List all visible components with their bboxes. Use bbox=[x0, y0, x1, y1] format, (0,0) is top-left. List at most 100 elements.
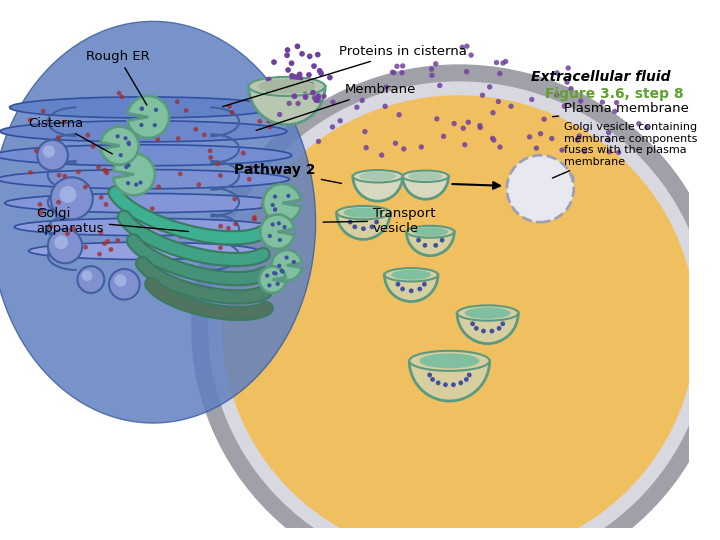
Wedge shape bbox=[271, 250, 302, 280]
Circle shape bbox=[459, 381, 463, 385]
Ellipse shape bbox=[206, 79, 712, 540]
Circle shape bbox=[266, 215, 271, 219]
Circle shape bbox=[464, 44, 469, 49]
Ellipse shape bbox=[545, 171, 574, 188]
Circle shape bbox=[281, 269, 285, 274]
Circle shape bbox=[451, 382, 456, 387]
Circle shape bbox=[179, 234, 183, 239]
Circle shape bbox=[176, 136, 181, 141]
Circle shape bbox=[279, 80, 284, 86]
Circle shape bbox=[258, 119, 262, 124]
Circle shape bbox=[409, 288, 413, 293]
Ellipse shape bbox=[29, 242, 258, 260]
Circle shape bbox=[391, 70, 397, 76]
Circle shape bbox=[436, 381, 441, 385]
Circle shape bbox=[606, 130, 611, 135]
Circle shape bbox=[443, 382, 448, 387]
Circle shape bbox=[41, 109, 45, 114]
Circle shape bbox=[115, 134, 120, 138]
Ellipse shape bbox=[0, 22, 315, 423]
Circle shape bbox=[433, 243, 438, 248]
Circle shape bbox=[138, 180, 143, 185]
Circle shape bbox=[99, 195, 104, 200]
Circle shape bbox=[582, 148, 588, 154]
Circle shape bbox=[273, 207, 277, 212]
Ellipse shape bbox=[359, 172, 397, 181]
Circle shape bbox=[177, 229, 182, 233]
Circle shape bbox=[266, 77, 271, 83]
Circle shape bbox=[60, 186, 76, 203]
Circle shape bbox=[271, 217, 276, 221]
Circle shape bbox=[498, 71, 503, 76]
Circle shape bbox=[565, 65, 571, 71]
Ellipse shape bbox=[464, 307, 510, 319]
Circle shape bbox=[81, 271, 92, 281]
Circle shape bbox=[348, 220, 353, 225]
Circle shape bbox=[364, 145, 369, 150]
Circle shape bbox=[284, 255, 289, 260]
Text: Cisterna: Cisterna bbox=[29, 117, 112, 154]
Circle shape bbox=[162, 226, 167, 231]
Circle shape bbox=[174, 250, 179, 255]
Circle shape bbox=[202, 132, 207, 137]
Circle shape bbox=[266, 119, 271, 124]
Circle shape bbox=[226, 226, 231, 231]
Circle shape bbox=[91, 144, 96, 149]
Circle shape bbox=[361, 226, 366, 231]
Ellipse shape bbox=[457, 306, 518, 321]
Circle shape bbox=[302, 84, 307, 89]
Circle shape bbox=[297, 71, 302, 77]
Circle shape bbox=[311, 63, 317, 69]
Circle shape bbox=[397, 112, 402, 117]
Wedge shape bbox=[402, 176, 449, 199]
Circle shape bbox=[267, 284, 271, 287]
Circle shape bbox=[382, 104, 388, 109]
Circle shape bbox=[470, 321, 475, 326]
Circle shape bbox=[549, 136, 554, 141]
Circle shape bbox=[310, 90, 316, 96]
Circle shape bbox=[271, 222, 275, 227]
Circle shape bbox=[302, 87, 307, 93]
Circle shape bbox=[477, 125, 483, 130]
Circle shape bbox=[308, 82, 314, 87]
Wedge shape bbox=[409, 361, 490, 401]
Circle shape bbox=[61, 120, 66, 125]
Circle shape bbox=[50, 177, 93, 219]
Circle shape bbox=[150, 206, 155, 211]
Circle shape bbox=[272, 271, 276, 275]
Circle shape bbox=[102, 168, 107, 172]
Circle shape bbox=[429, 73, 435, 78]
Ellipse shape bbox=[9, 97, 277, 118]
FancyBboxPatch shape bbox=[0, 9, 691, 531]
Circle shape bbox=[374, 220, 379, 225]
Circle shape bbox=[208, 155, 213, 160]
Text: Transport
vesicle: Transport vesicle bbox=[323, 207, 436, 235]
Circle shape bbox=[354, 105, 359, 110]
Circle shape bbox=[134, 208, 138, 213]
Circle shape bbox=[123, 211, 127, 216]
Circle shape bbox=[390, 70, 395, 75]
Circle shape bbox=[42, 145, 55, 158]
Text: Proteins in cisterna: Proteins in cisterna bbox=[222, 45, 467, 106]
Circle shape bbox=[418, 144, 424, 150]
Circle shape bbox=[451, 121, 456, 126]
Circle shape bbox=[117, 91, 122, 96]
Circle shape bbox=[538, 131, 544, 136]
Circle shape bbox=[359, 98, 365, 103]
Circle shape bbox=[600, 99, 605, 105]
Circle shape bbox=[315, 52, 320, 57]
Circle shape bbox=[104, 171, 109, 176]
Circle shape bbox=[120, 94, 125, 99]
Circle shape bbox=[292, 260, 296, 264]
Circle shape bbox=[379, 152, 384, 158]
Ellipse shape bbox=[384, 268, 438, 281]
Circle shape bbox=[395, 282, 400, 287]
Circle shape bbox=[297, 74, 302, 80]
Circle shape bbox=[466, 119, 471, 125]
Circle shape bbox=[433, 61, 438, 66]
Circle shape bbox=[83, 185, 88, 190]
Circle shape bbox=[369, 225, 374, 229]
Circle shape bbox=[575, 138, 580, 143]
Circle shape bbox=[459, 45, 465, 50]
Circle shape bbox=[315, 95, 321, 100]
